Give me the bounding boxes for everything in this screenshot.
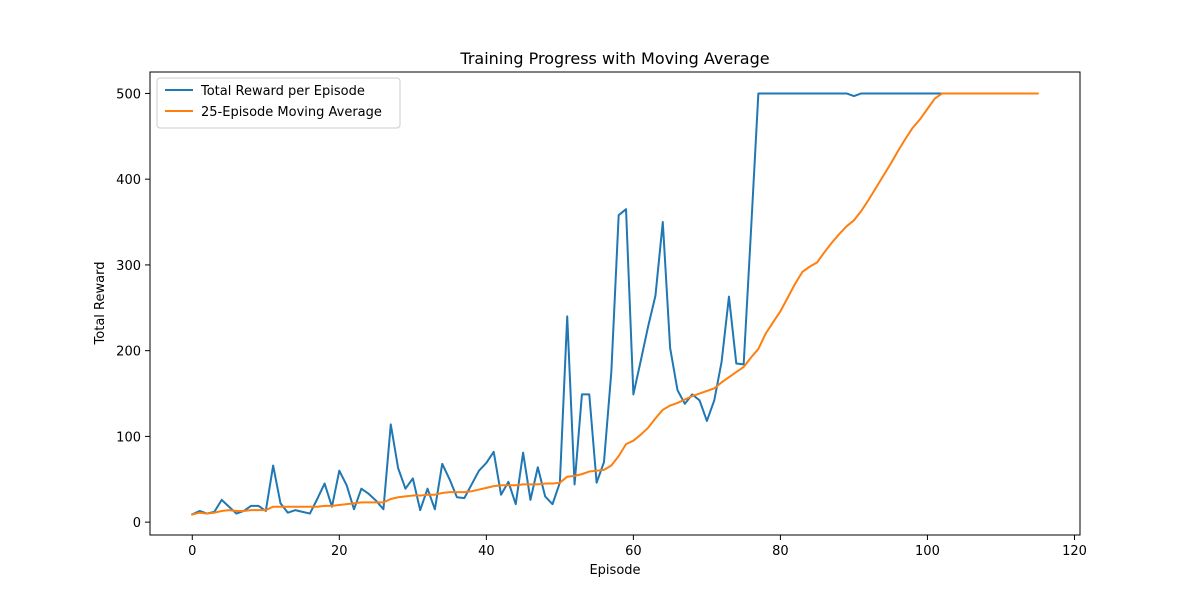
plot-area: 0 20 40 60 80 100 120 0 100 200 300 400 500 (116, 71, 1087, 559)
series-line-2 (191, 92, 1039, 516)
legend-label-2: 25-Episode Moving Average (201, 105, 382, 120)
x-tick-label: 80 (772, 544, 789, 559)
x-axis-label: Episode (589, 563, 640, 578)
y-tick-label: 500 (116, 87, 141, 102)
x-tick-label: 0 (188, 544, 196, 559)
y-axis-label: Total Reward (93, 262, 108, 346)
series-line-1 (190, 92, 944, 516)
legend-box (156, 77, 401, 129)
legend-label-1: Total Reward per Episode (200, 84, 365, 99)
x-tick-label: 40 (478, 544, 495, 559)
chart-title: Training Progress with Moving Average (459, 49, 769, 68)
y-tick-label: 400 (116, 173, 141, 188)
x-tick-label: 20 (331, 544, 348, 559)
axes-frame (149, 71, 1081, 536)
x-tick-label: 100 (915, 544, 940, 559)
y-tick-label: 300 (116, 259, 141, 274)
x-tick-label: 120 (1062, 544, 1087, 559)
x-tick-label: 60 (625, 544, 642, 559)
y-tick-label: 200 (116, 345, 141, 360)
y-tick-label: 0 (133, 516, 141, 531)
legend: Total Reward per Episode 25-Episode Movin… (156, 77, 401, 129)
y-tick-label: 100 (116, 430, 141, 445)
